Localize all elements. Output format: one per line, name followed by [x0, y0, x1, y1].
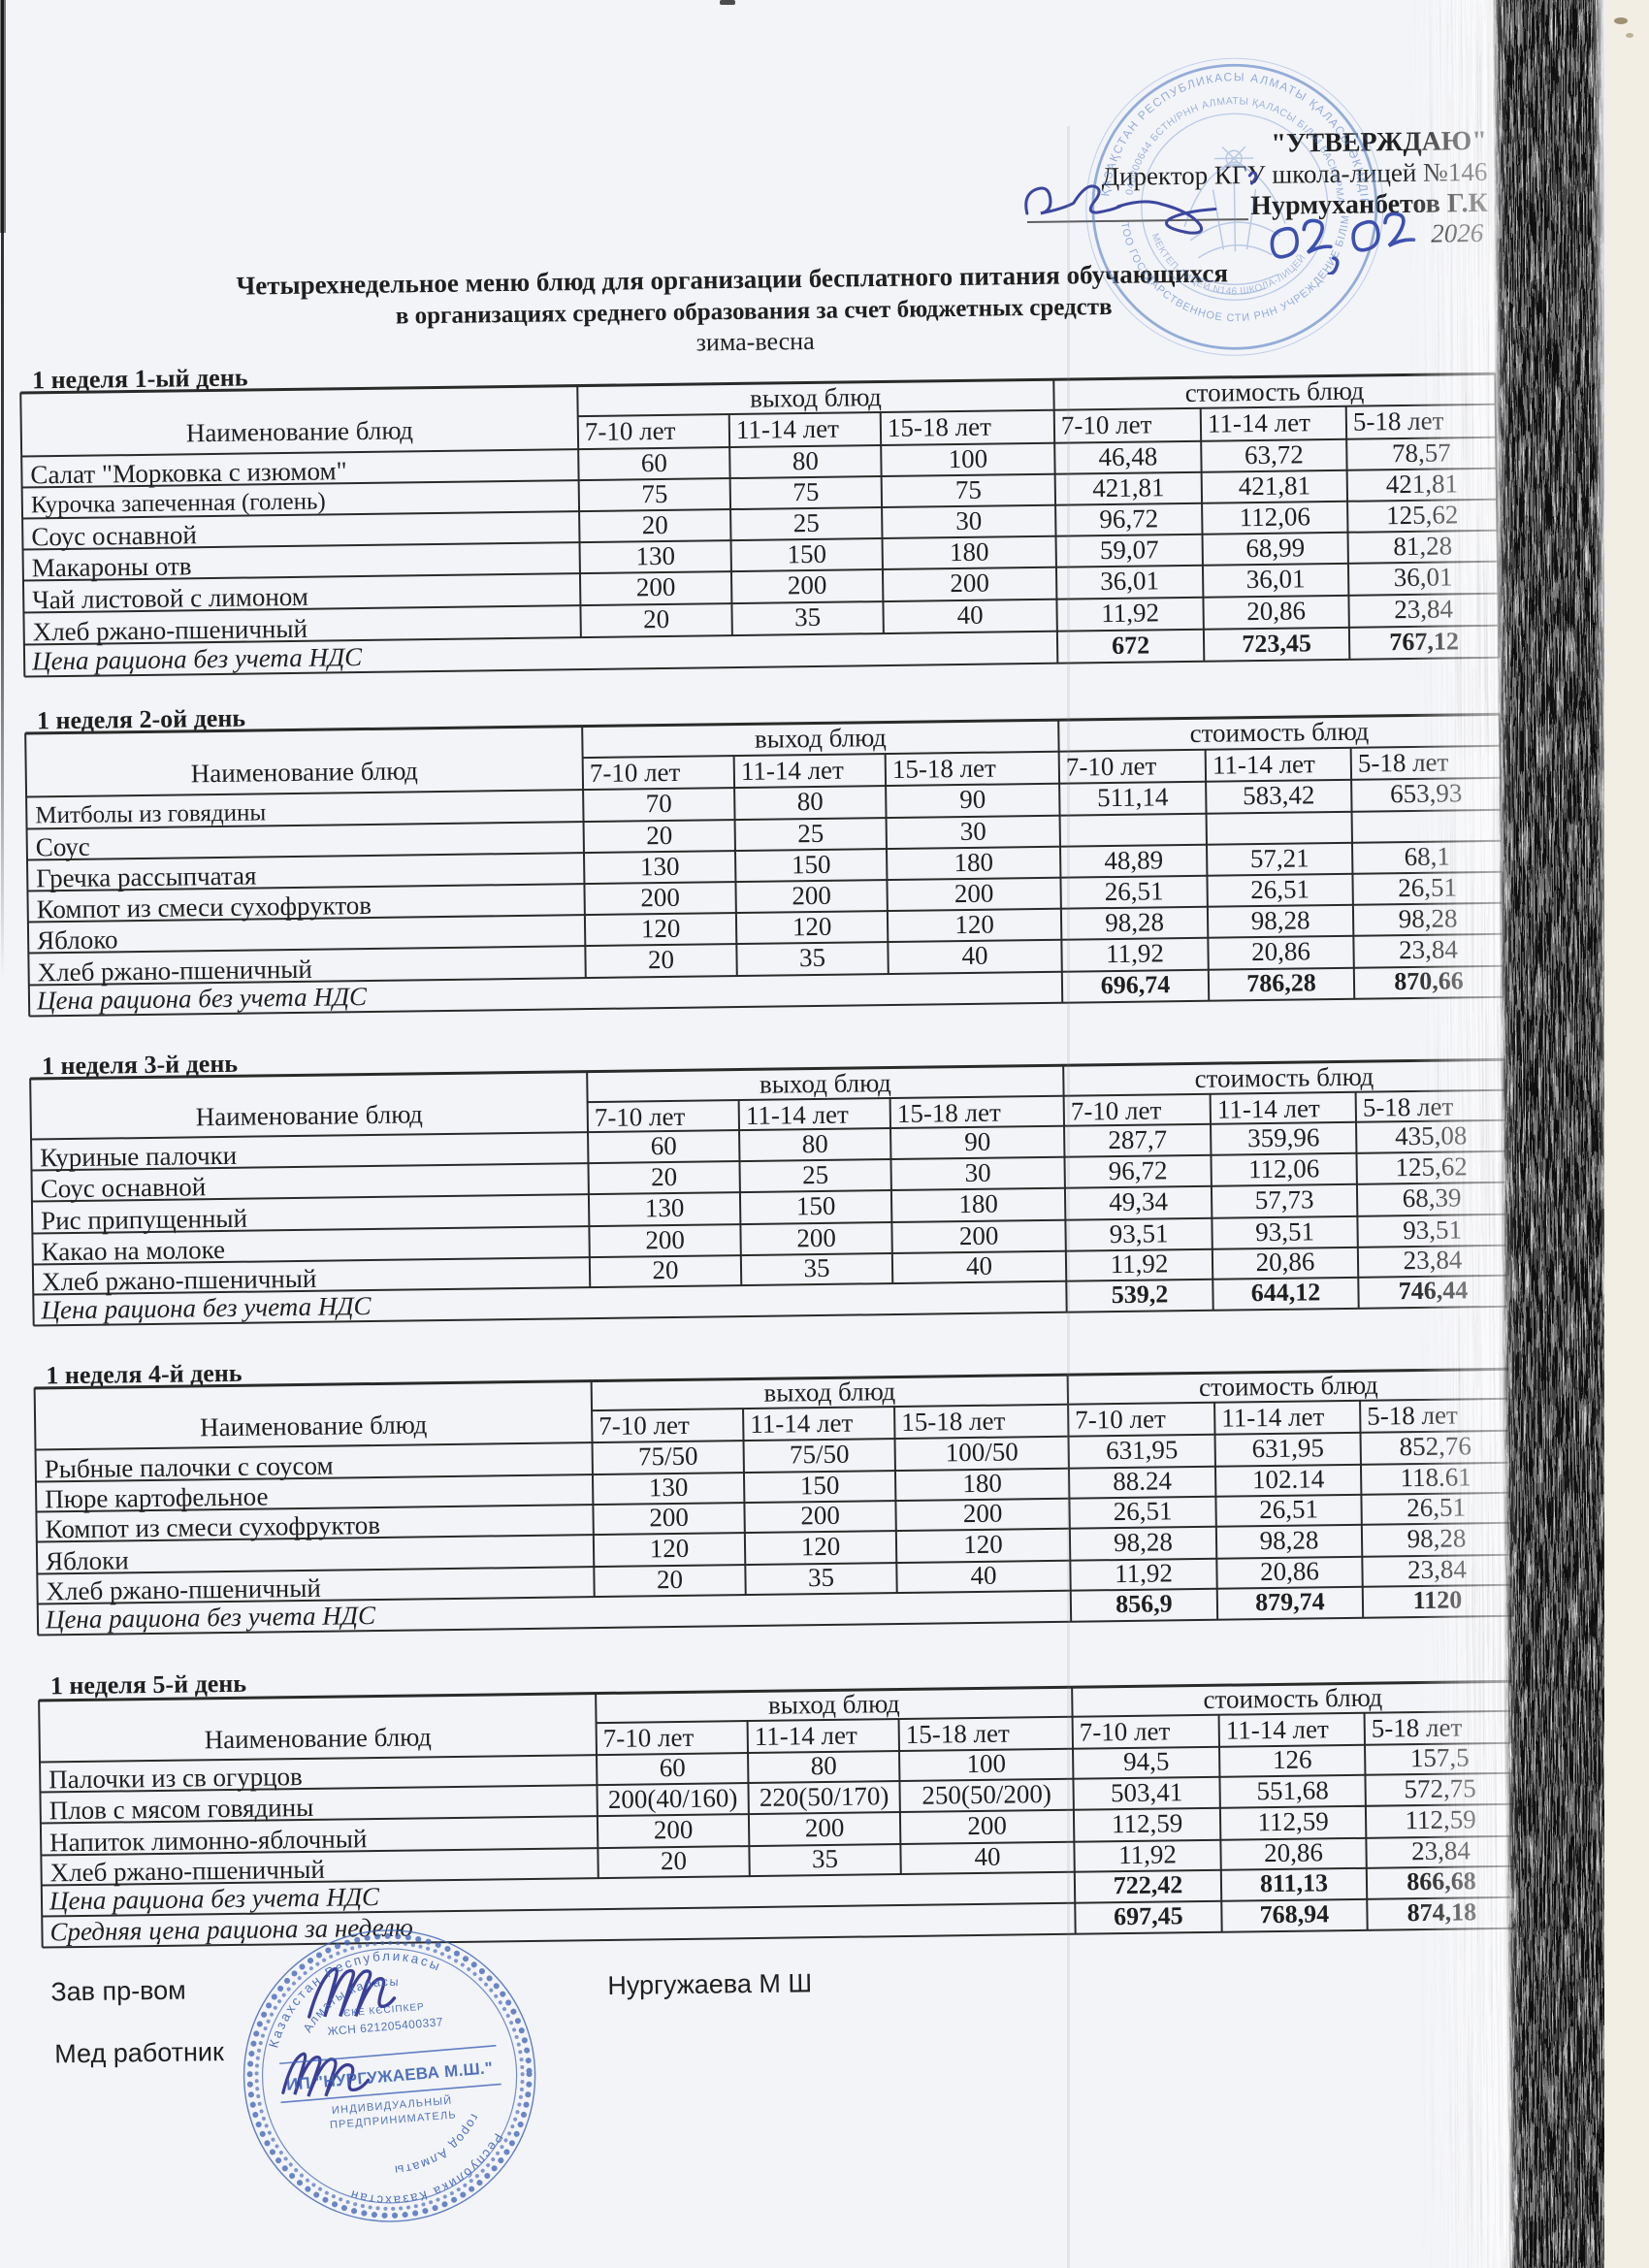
svg-text:ИП "НУРГУЖАЕВА М.Ш.": ИП "НУРГУЖАЕВА М.Ш.": [285, 2058, 494, 2094]
